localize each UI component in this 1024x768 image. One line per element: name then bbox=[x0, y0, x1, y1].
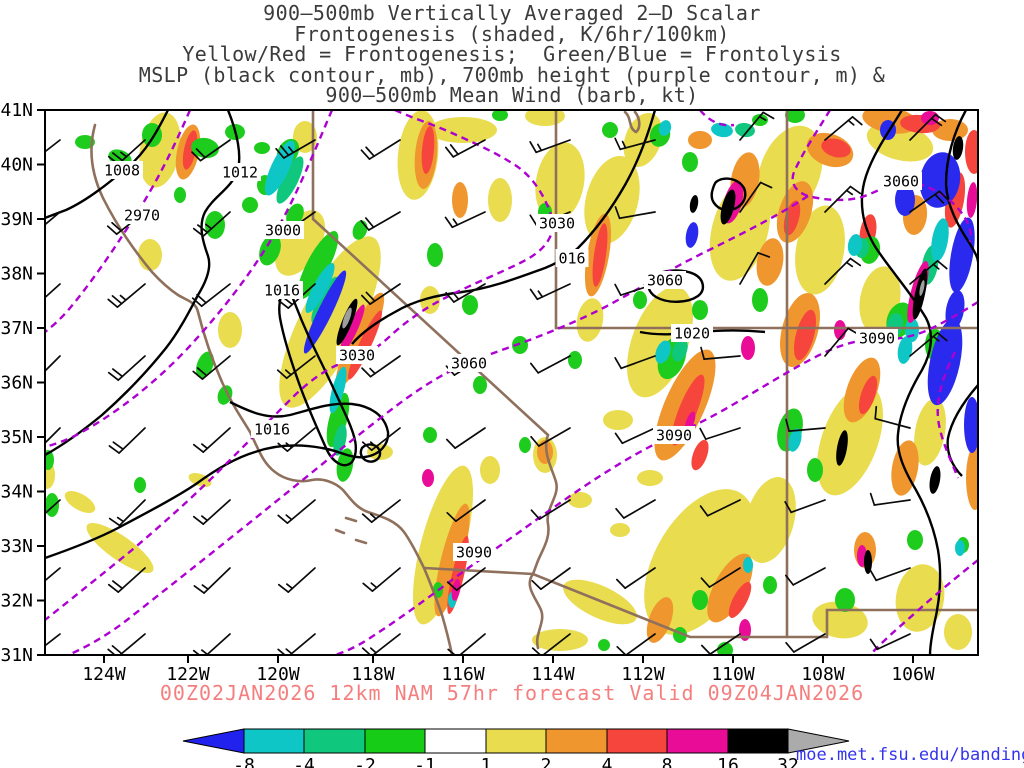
colorbar-tick-label: -4 bbox=[293, 755, 315, 768]
svg-text:016: 016 bbox=[558, 250, 585, 268]
title-line-1: 900–500mb Vertically Averaged 2–D Scalar bbox=[263, 1, 761, 25]
svg-text:3060: 3060 bbox=[883, 173, 919, 191]
svg-text:35N: 35N bbox=[0, 427, 33, 448]
svg-text:3060: 3060 bbox=[647, 272, 683, 290]
colorbar-tick-label: 4 bbox=[602, 755, 613, 768]
colorbar-tick-label: 1 bbox=[481, 755, 492, 768]
svg-text:3000: 3000 bbox=[265, 222, 301, 240]
svg-text:116W: 116W bbox=[441, 664, 485, 685]
svg-text:36N: 36N bbox=[0, 373, 33, 394]
svg-text:34N: 34N bbox=[0, 482, 33, 503]
title-line-5: 900–500mb Mean Wind (barb, kt) bbox=[325, 83, 699, 107]
axis-ticks bbox=[37, 109, 914, 663]
chart-title: 900–500mb Vertically Averaged 2–D Scalar… bbox=[0, 3, 1024, 106]
svg-text:110W: 110W bbox=[711, 664, 755, 685]
colorbar-right-arrow bbox=[787, 728, 850, 754]
svg-text:1008: 1008 bbox=[104, 162, 140, 180]
svg-text:106W: 106W bbox=[891, 664, 935, 685]
forecast-valid-text: 00Z02JAN2026 12km NAM 57hr forecast Vali… bbox=[159, 681, 865, 705]
svg-text:41N: 41N bbox=[0, 100, 33, 121]
svg-text:112W: 112W bbox=[621, 664, 665, 685]
title-line-2: Frontogenesis (shaded, K/6hr/100km) bbox=[294, 21, 730, 46]
colorbar: -8 -4 -2 -1 1 2 4 8 16 32 bbox=[182, 728, 850, 768]
svg-text:3090: 3090 bbox=[656, 427, 692, 445]
svg-text:39N: 39N bbox=[0, 209, 33, 230]
axis-labels: 124W 122W 120W 118W 116W 114W 112W 110W 108W 106W… bbox=[0, 100, 934, 685]
svg-text:37N: 37N bbox=[0, 318, 33, 339]
svg-text:118W: 118W bbox=[351, 664, 395, 685]
colorbar-tick-label: 32 bbox=[777, 755, 799, 768]
source-url-link[interactable]: moe.met.fsu.edu/banding bbox=[796, 745, 1024, 765]
svg-text:124W: 124W bbox=[82, 664, 126, 685]
svg-text:114W: 114W bbox=[531, 664, 575, 685]
colorbar-tick-label: 16 bbox=[717, 755, 739, 768]
title-line-4: MSLP (black contour, mb), 700mb height (… bbox=[138, 62, 886, 87]
svg-text:40N: 40N bbox=[0, 155, 33, 176]
svg-text:3060: 3060 bbox=[451, 355, 487, 373]
colorbar-tick-label: -1 bbox=[414, 755, 436, 768]
mslp-contours bbox=[45, 110, 978, 655]
svg-text:3090: 3090 bbox=[456, 544, 492, 562]
title-line-3: Yellow/Red = Frontogenesis; Green/Blue =… bbox=[182, 42, 842, 66]
colorbar-tick-label: 2 bbox=[541, 755, 552, 768]
svg-text:1016: 1016 bbox=[264, 282, 300, 300]
svg-text:122W: 122W bbox=[166, 664, 210, 685]
700mb-contour-labels: 2970 3000 3030 3030 3060 3060 3060 3090 3090 3090 bbox=[121, 172, 922, 562]
svg-text:32N: 32N bbox=[0, 591, 33, 612]
svg-text:3090: 3090 bbox=[859, 330, 895, 348]
colorbar-left-arrow bbox=[182, 728, 245, 754]
svg-text:3030: 3030 bbox=[539, 215, 575, 233]
svg-text:38N: 38N bbox=[0, 264, 33, 285]
svg-text:1016: 1016 bbox=[254, 421, 290, 439]
svg-text:1020: 1020 bbox=[674, 325, 710, 343]
frontogenesis-shading bbox=[45, 110, 978, 655]
svg-text:120W: 120W bbox=[256, 664, 300, 685]
mslp-contour-labels: 1008 1012 016 1016 1016 1020 bbox=[101, 161, 713, 439]
colorbar-tick-label: -8 bbox=[233, 755, 255, 768]
svg-text:108W: 108W bbox=[801, 664, 845, 685]
colorbar-tick-label: -2 bbox=[354, 755, 376, 768]
svg-text:2970: 2970 bbox=[124, 207, 160, 225]
svg-text:1012: 1012 bbox=[222, 164, 258, 182]
colorbar-tick-label: 8 bbox=[662, 755, 673, 768]
svg-text:3030: 3030 bbox=[339, 347, 375, 365]
svg-text:31N: 31N bbox=[0, 645, 33, 666]
wind-barbs bbox=[45, 111, 949, 655]
svg-text:33N: 33N bbox=[0, 536, 33, 557]
